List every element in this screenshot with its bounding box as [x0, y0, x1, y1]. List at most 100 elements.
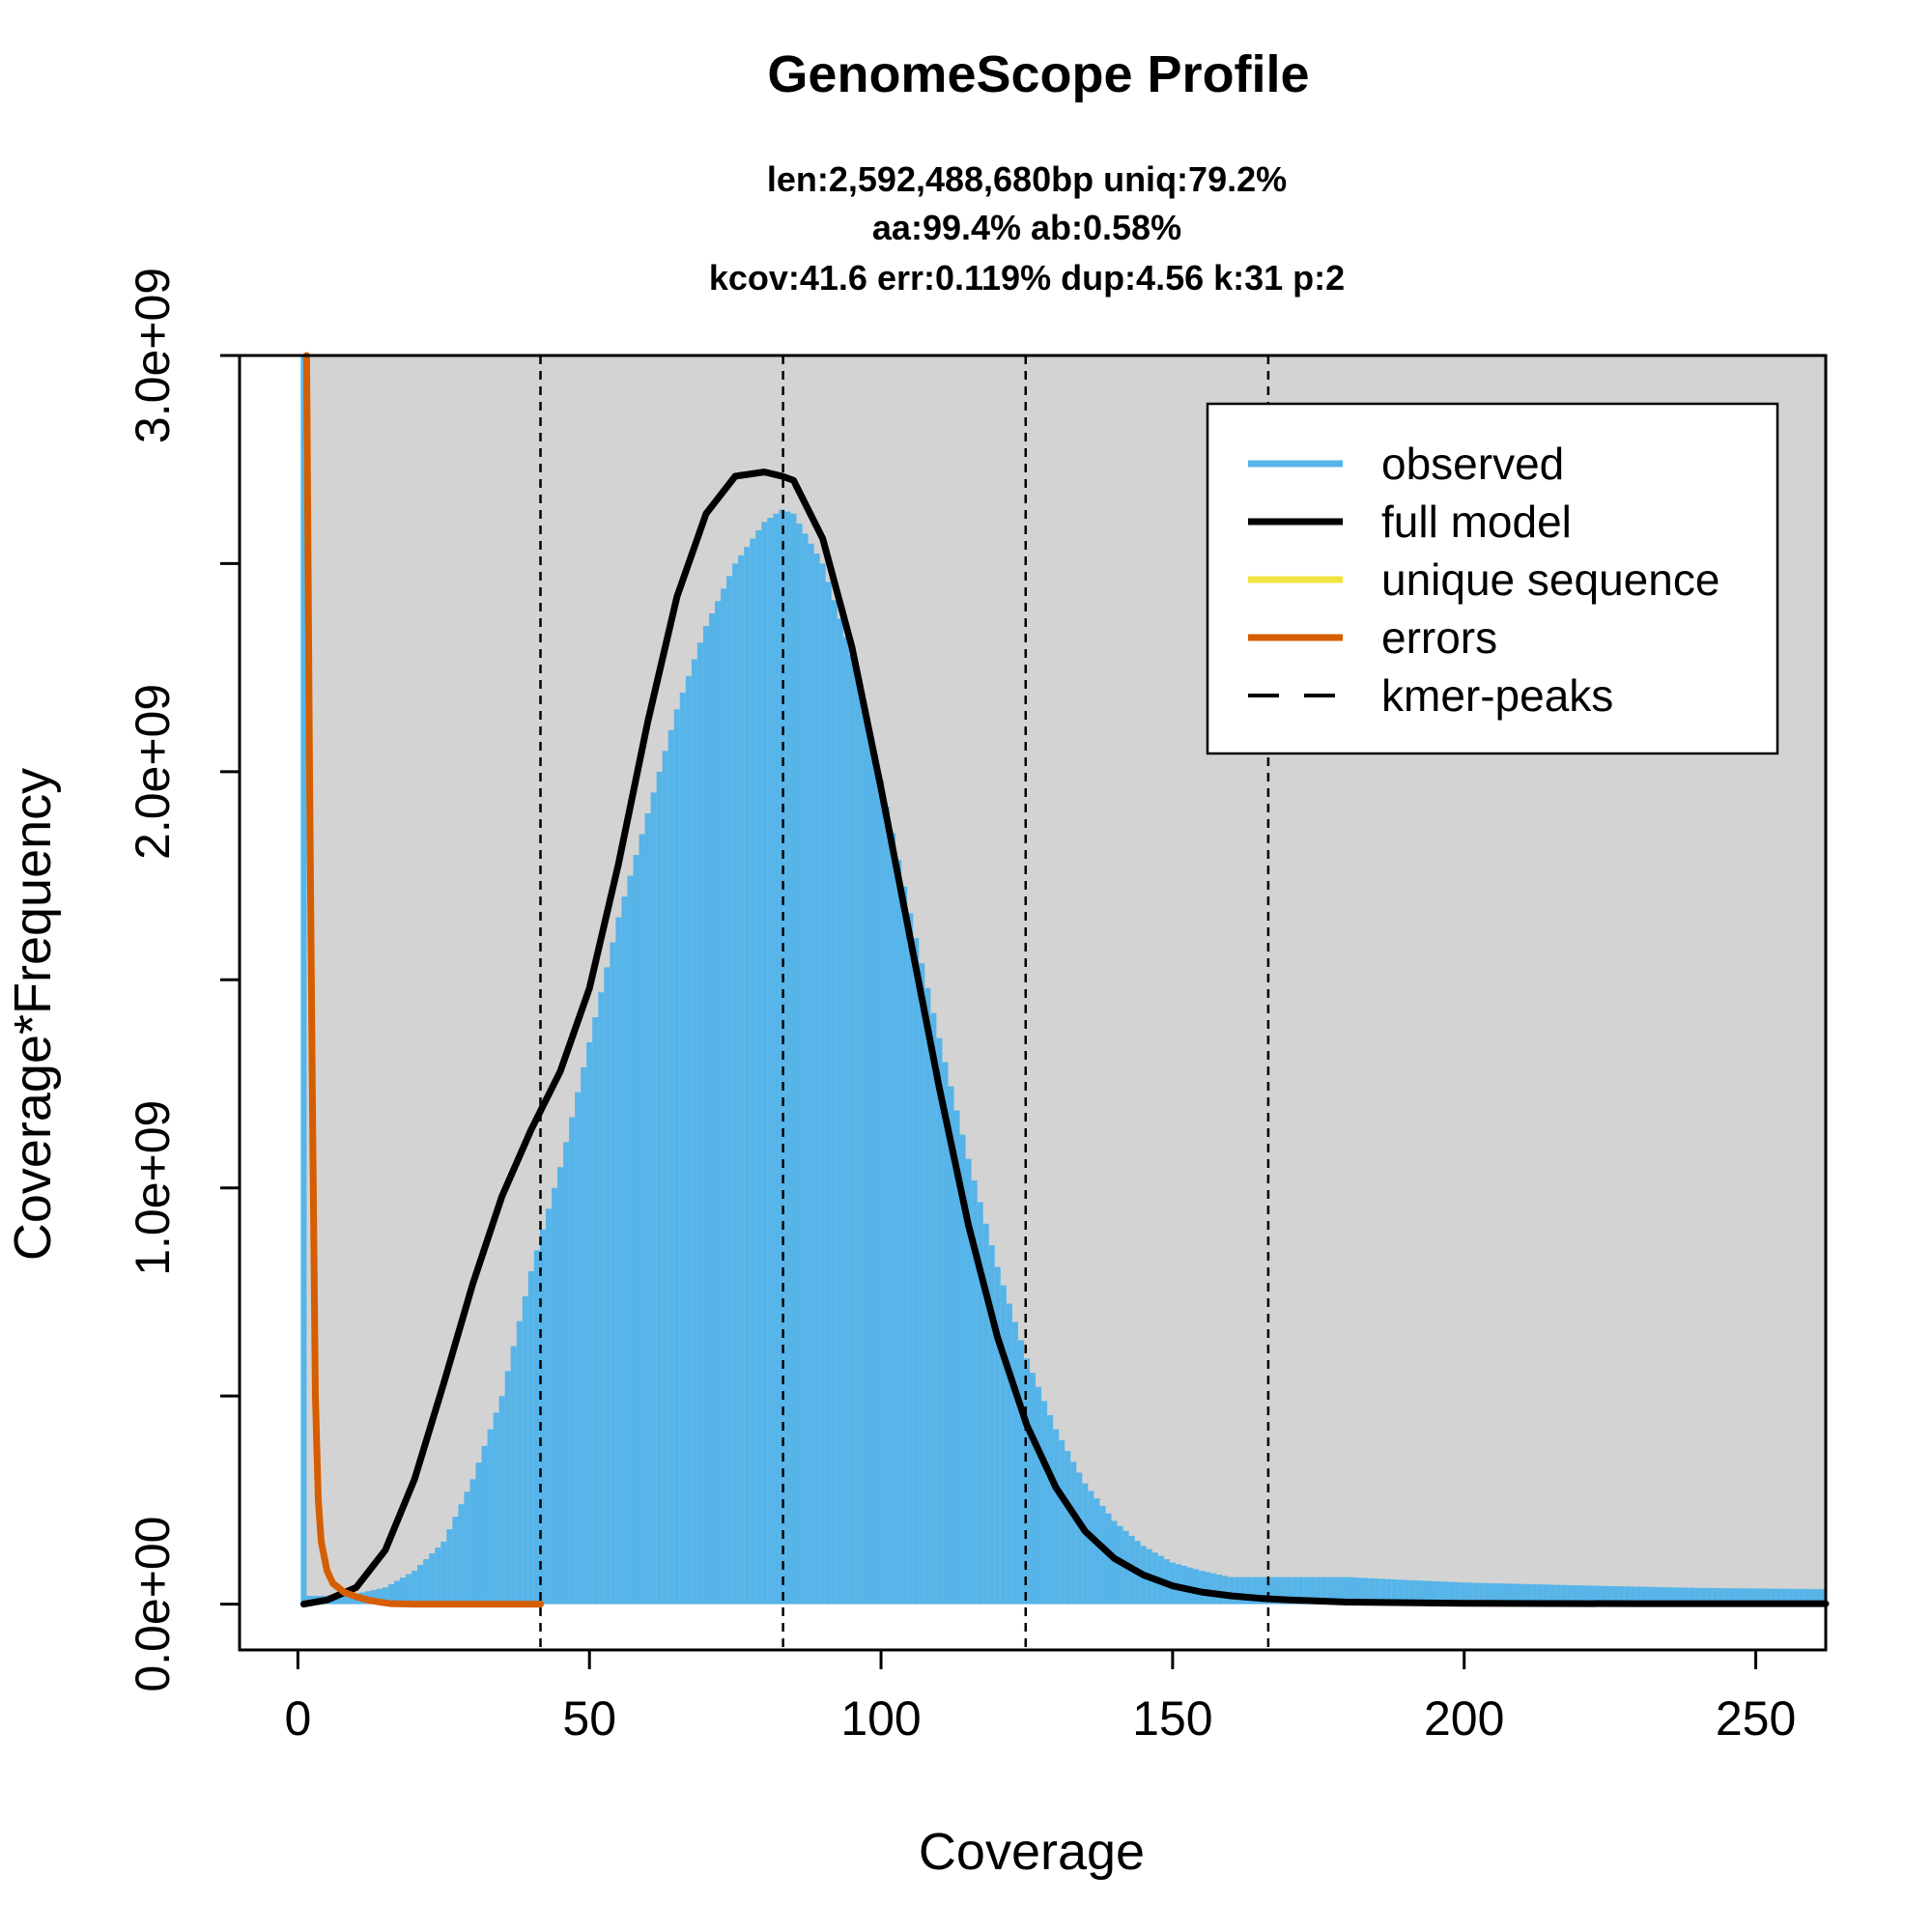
observed-bar — [1082, 1483, 1089, 1605]
observed-bar — [633, 855, 639, 1605]
observed-bar — [942, 1062, 949, 1605]
observed-bar — [907, 913, 914, 1605]
observed-bar — [1514, 1583, 1520, 1605]
observed-bar — [1245, 1577, 1252, 1605]
observed-bar — [1210, 1573, 1217, 1605]
observed-bar — [1059, 1439, 1065, 1605]
observed-bar — [1011, 1321, 1018, 1605]
observed-bar — [1816, 1589, 1823, 1605]
observed-bar — [487, 1429, 494, 1605]
observed-bar — [452, 1517, 459, 1605]
observed-bar — [1664, 1587, 1672, 1605]
x-axis: 0 50 100 150 200 250 — [284, 1650, 1796, 1746]
observed-bar — [1047, 1414, 1054, 1605]
observed-bar — [1641, 1586, 1648, 1605]
observed-bar — [977, 1202, 983, 1605]
observed-bar — [1234, 1577, 1240, 1605]
observed-bar — [510, 1346, 517, 1605]
observed-bar — [1193, 1569, 1200, 1605]
observed-bar — [644, 812, 651, 1605]
observed-bar — [1799, 1588, 1805, 1605]
observed-bar — [1303, 1577, 1310, 1605]
observed-bar — [1379, 1578, 1386, 1605]
observed-bar — [808, 543, 814, 1605]
observed-bar — [696, 642, 703, 1605]
errors-line — [302, 352, 544, 1608]
observed-bar — [493, 1412, 499, 1605]
observed-bar — [1635, 1586, 1642, 1605]
observed-bar — [1088, 1491, 1094, 1605]
observed-bar — [796, 524, 803, 1605]
observed-bar — [1099, 1505, 1106, 1605]
observed-bar — [1036, 1386, 1042, 1605]
observed-bar — [854, 680, 861, 1605]
subtitle-line-2: aa:99.4% ab:0.58% — [872, 208, 1181, 247]
observed-bar — [919, 963, 925, 1605]
observed-bar — [668, 729, 674, 1605]
observed-bar — [726, 576, 733, 1605]
x-tick-label: 200 — [1424, 1691, 1504, 1746]
observed-bar — [1577, 1585, 1584, 1605]
observed-bar — [1065, 1451, 1071, 1605]
observed-bar — [1793, 1588, 1800, 1605]
observed-bar — [860, 704, 867, 1605]
observed-bar — [662, 751, 668, 1605]
observed-bar — [1595, 1585, 1602, 1605]
observed-bar — [1630, 1586, 1636, 1605]
observed-bar — [1338, 1577, 1345, 1605]
model-lines — [299, 352, 1830, 1608]
x-tick-label: 250 — [1716, 1691, 1796, 1746]
observed-bar — [435, 1548, 441, 1605]
observed-bar — [393, 1580, 401, 1605]
y-tick-label: 1.0e+09 — [126, 1100, 180, 1276]
observed-bar — [1297, 1577, 1304, 1605]
observed-bar — [1712, 1587, 1719, 1605]
observed-bar — [1507, 1583, 1515, 1605]
observed-bar — [959, 1134, 966, 1605]
observed-bar — [400, 1577, 407, 1605]
observed-bar — [1501, 1583, 1508, 1605]
observed-bar — [1186, 1567, 1194, 1605]
observed-bar — [504, 1371, 511, 1605]
y-tick-label: 2.0e+09 — [126, 684, 180, 860]
observed-bar — [1263, 1577, 1269, 1605]
observed-bar — [1583, 1585, 1590, 1605]
observed-bar — [1017, 1340, 1024, 1605]
observed-bar — [1111, 1520, 1118, 1605]
observed-bar — [1537, 1584, 1544, 1605]
observed-bar — [615, 917, 622, 1605]
observed-bar — [1205, 1572, 1211, 1605]
observed-bar — [423, 1559, 430, 1605]
observed-bar — [475, 1463, 482, 1605]
observed-bar — [738, 554, 745, 1605]
x-tick-label: 50 — [562, 1691, 616, 1746]
observed-bar — [848, 655, 855, 1605]
observed-bar — [1601, 1585, 1607, 1605]
observed-bar — [685, 675, 692, 1605]
chart-title: GenomeScope Profile — [767, 45, 1309, 103]
observed-bar — [569, 1117, 576, 1605]
observed-bar — [819, 563, 826, 1605]
observed-bar — [837, 618, 843, 1605]
observed-bar — [1466, 1582, 1473, 1605]
observed-bar — [1029, 1373, 1037, 1605]
observed-bar — [527, 1270, 534, 1605]
observed-bar — [813, 554, 820, 1605]
observed-bar — [866, 729, 872, 1605]
observed-bar — [1572, 1585, 1578, 1605]
observed-bar — [545, 1208, 552, 1605]
observed-bar — [744, 547, 751, 1605]
observed-bar — [1426, 1580, 1433, 1605]
legend: observed full model unique sequence errors k… — [1206, 402, 1779, 755]
observed-bar — [516, 1321, 523, 1605]
observed-bar — [1618, 1586, 1625, 1605]
observed-bar — [1706, 1587, 1713, 1605]
legend-label-errors: errors — [1381, 612, 1497, 663]
observed-bar — [1356, 1577, 1363, 1605]
observed-bar — [936, 1037, 943, 1605]
observed-bar — [621, 896, 628, 1605]
observed-bar — [1776, 1588, 1782, 1605]
observed-bar — [1677, 1587, 1684, 1605]
y-axis: 0.0e+00 1.0e+09 2.0e+09 3.0e+09 — [126, 268, 240, 1692]
